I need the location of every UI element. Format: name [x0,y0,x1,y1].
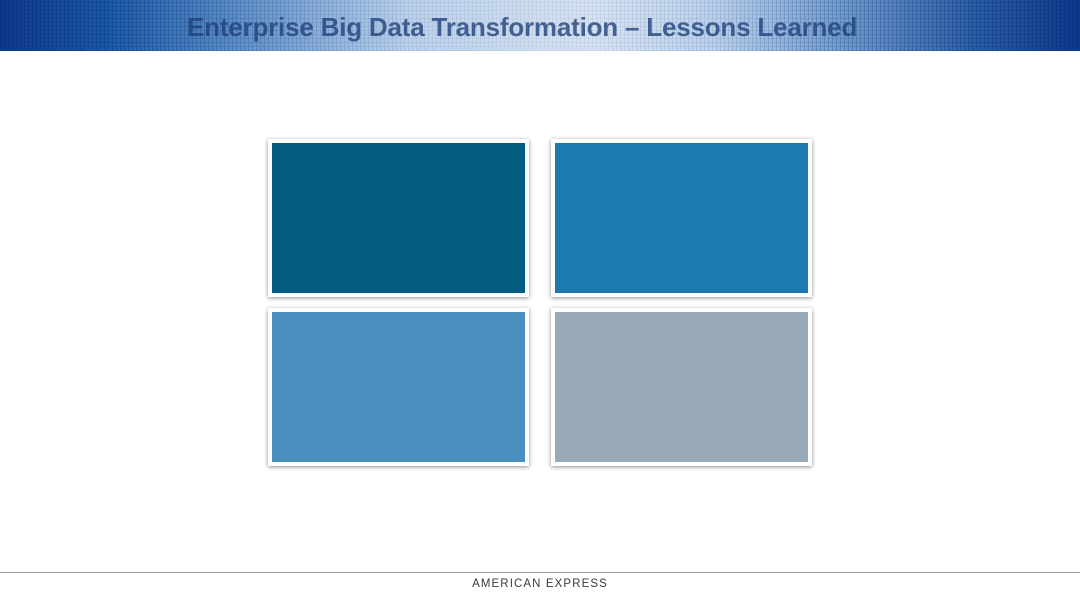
header-band: Enterprise Big Data Transformation – Les… [0,0,1080,51]
footer-brand: AMERICAN EXPRESS [472,578,608,590]
tile-bottom-right [551,308,812,466]
tile-top-left [268,139,529,297]
slide-title: Enterprise Big Data Transformation – Les… [187,12,858,42]
header-grid-pattern [0,0,1080,51]
tile-bottom-left [268,308,529,466]
tile-grid [267,139,813,467]
tile-top-right [551,139,812,297]
footer-divider [0,572,1080,573]
